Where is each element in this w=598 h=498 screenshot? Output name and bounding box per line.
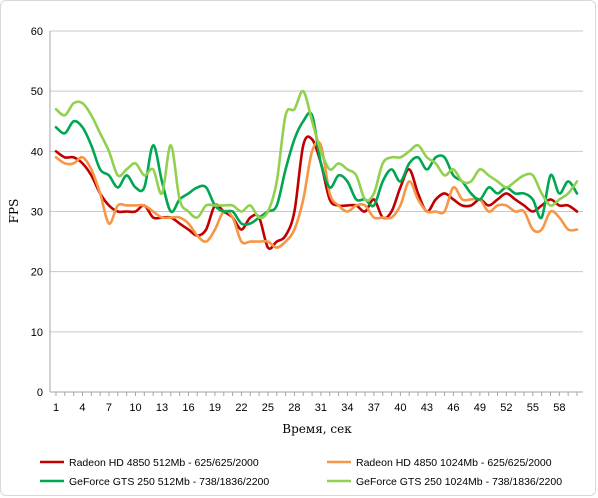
legend-label: GeForce GTS 250 1024Mb - 738/1836/2200 [356,476,562,488]
y-tick-label: 60 [31,26,43,38]
series-layer [54,89,579,250]
x-tick-label: 19 [209,402,221,414]
x-tick-label: 52 [500,402,512,414]
x-tick-label: 49 [474,402,486,414]
series-line-4 [54,89,579,220]
legend-label: Radeon HD 4850 512Mb - 625/625/2000 [69,457,259,469]
x-tick-label: 16 [182,402,194,414]
x-tick-label: 37 [368,402,380,414]
x-tick-label: 7 [106,402,112,414]
x-tick-label: 43 [421,402,433,414]
gridlines [50,30,583,333]
y-tick-label: 0 [37,387,43,399]
y-tick-label: 10 [31,327,43,339]
y-axis-title: FPS [7,199,21,224]
y-tick-label: 40 [31,146,43,158]
x-tick-label: 22 [235,402,247,414]
x-tick-label: 28 [288,402,300,414]
y-tick-label: 20 [31,267,43,279]
x-tick-label: 46 [447,402,459,414]
x-tick-label: 40 [394,402,406,414]
series-line-2 [54,140,579,249]
x-tick-label: 34 [341,402,353,414]
x-tick-label: 58 [553,402,565,414]
legend-label: GeForce GTS 250 512Mb - 738/1836/2200 [69,476,269,488]
x-tick-labels: 1 4 7 10 13 16 19 22 25 28 31 34 37 40 43 46 49 52 55 58 [53,402,566,414]
series-line-3 [54,111,579,226]
y-tick-labels: 0 10 20 30 40 50 60 [31,26,43,399]
y-tick-label: 50 [31,86,43,98]
x-tick-label: 1 [53,402,59,414]
x-tick-label: 31 [315,402,327,414]
x-tick-label: 55 [527,402,539,414]
x-tick-label: 4 [79,402,85,414]
x-axis-title: Время, сек [282,422,352,436]
legend-label: Radeon HD 4850 1024Mb - 625/625/2000 [356,457,552,469]
legend: Radeon HD 4850 512Mb - 625/625/2000 Radeo… [40,457,562,488]
axes [49,31,583,396]
x-tick-label: 25 [262,402,274,414]
x-tick-label: 10 [129,402,141,414]
x-tick-label: 13 [156,402,168,414]
y-tick-label: 30 [31,207,43,219]
